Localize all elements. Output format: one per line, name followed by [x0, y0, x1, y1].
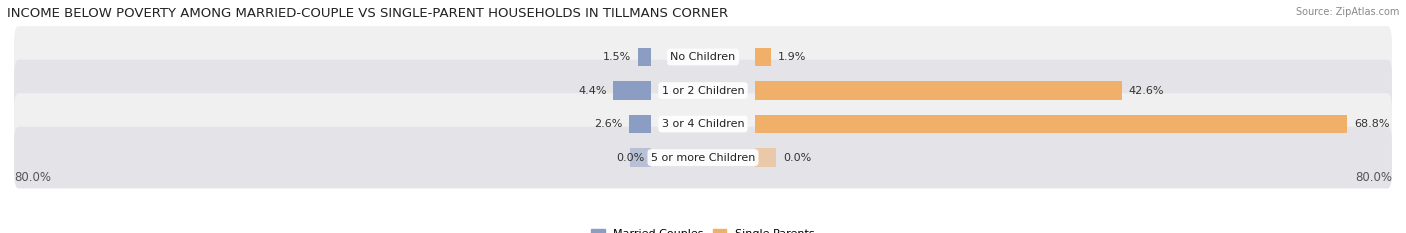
- Bar: [638, 48, 651, 66]
- FancyBboxPatch shape: [14, 127, 1392, 188]
- Text: INCOME BELOW POVERTY AMONG MARRIED-COUPLE VS SINGLE-PARENT HOUSEHOLDS IN TILLMAN: INCOME BELOW POVERTY AMONG MARRIED-COUPL…: [7, 7, 728, 20]
- Bar: [755, 115, 1347, 133]
- FancyBboxPatch shape: [14, 26, 1392, 88]
- Bar: [755, 48, 770, 66]
- Text: 80.0%: 80.0%: [14, 171, 51, 184]
- Text: No Children: No Children: [671, 52, 735, 62]
- Bar: [755, 81, 1122, 100]
- Bar: [630, 148, 651, 167]
- Text: 5 or more Children: 5 or more Children: [651, 153, 755, 163]
- Text: 1.9%: 1.9%: [778, 52, 806, 62]
- Bar: [613, 81, 651, 100]
- Text: 4.4%: 4.4%: [578, 86, 606, 96]
- Legend: Married Couples, Single Parents: Married Couples, Single Parents: [592, 229, 814, 233]
- Text: 1.5%: 1.5%: [603, 52, 631, 62]
- Text: 42.6%: 42.6%: [1129, 86, 1164, 96]
- Text: 0.0%: 0.0%: [783, 153, 811, 163]
- FancyBboxPatch shape: [14, 60, 1392, 121]
- Text: 1 or 2 Children: 1 or 2 Children: [662, 86, 744, 96]
- Text: 0.0%: 0.0%: [616, 153, 644, 163]
- Text: 68.8%: 68.8%: [1354, 119, 1389, 129]
- FancyBboxPatch shape: [14, 93, 1392, 155]
- Text: 80.0%: 80.0%: [1355, 171, 1392, 184]
- Text: Source: ZipAtlas.com: Source: ZipAtlas.com: [1295, 7, 1399, 17]
- Bar: [628, 115, 651, 133]
- Bar: [755, 148, 776, 167]
- Text: 2.6%: 2.6%: [593, 119, 621, 129]
- Text: 3 or 4 Children: 3 or 4 Children: [662, 119, 744, 129]
